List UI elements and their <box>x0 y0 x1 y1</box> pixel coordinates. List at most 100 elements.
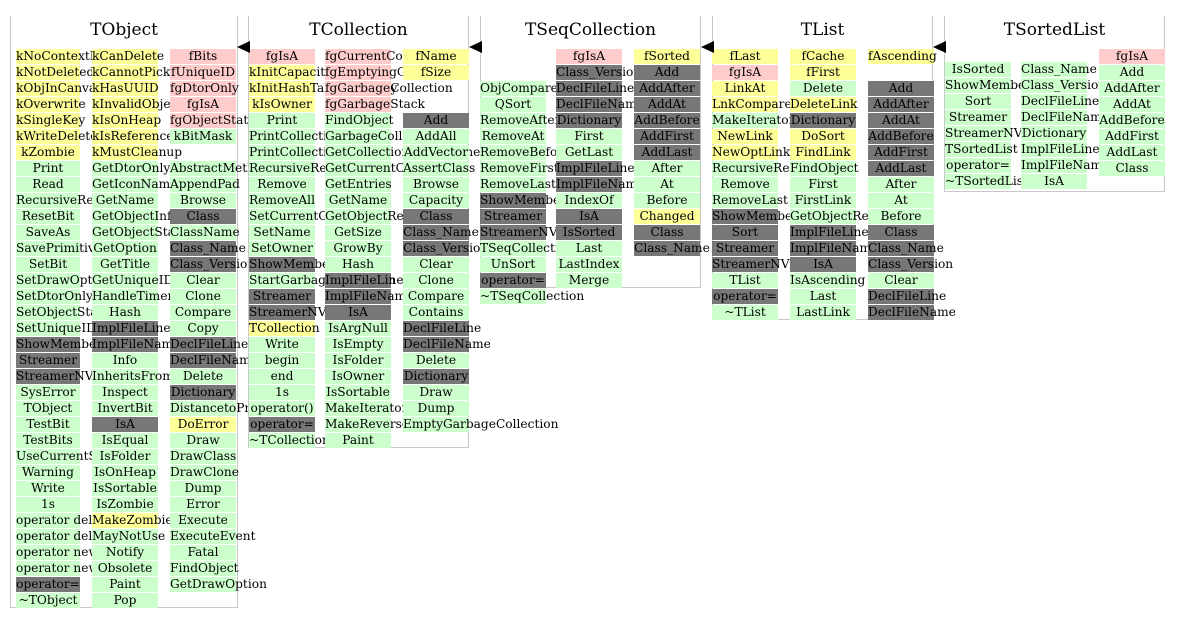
member-browse: Browse <box>403 177 469 192</box>
member-setowner: SetOwner <box>249 241 315 256</box>
member-kwritedelete: kWriteDelete <box>16 129 98 144</box>
inherits-arrow-icon <box>933 41 946 53</box>
member-operator-delete: operator delete <box>16 513 112 528</box>
member-tcollection: ~TCollection <box>249 433 330 448</box>
member-tcollection: TCollection <box>249 321 320 336</box>
member-declfileline: DeclFileLine <box>170 337 249 352</box>
member-implfileline: ImplFileLine <box>790 225 869 240</box>
member-implfileline: ImplFileLine <box>556 161 635 176</box>
member-khasuuid: kHasUUID <box>92 81 159 96</box>
member-usecurrentstyle: UseCurrentStyle <box>16 449 120 464</box>
member-fgisa: fgIsA <box>1099 49 1165 64</box>
member-isascending: IsAscending <box>790 273 866 288</box>
member-addat: AddAt <box>1099 97 1165 112</box>
member-recursiveremove: RecursiveRemove <box>16 193 127 208</box>
member-class-version: Class_Version <box>1021 78 1107 93</box>
member-print: Print <box>16 161 80 176</box>
member-flast: fLast <box>712 49 778 64</box>
member-fgisa: fgIsA <box>556 49 622 64</box>
member-1s: 1s <box>249 385 315 400</box>
member-kcandelete: kCanDelete <box>92 49 165 64</box>
member-testbit: TestBit <box>16 417 80 432</box>
member-syserror: SysError <box>16 385 80 400</box>
member-read: Read <box>16 177 80 192</box>
member-streamer: Streamer <box>249 289 315 304</box>
member-fgcurrentcollection: fgCurrentCollection <box>325 49 449 64</box>
member-notify: Notify <box>92 545 158 560</box>
member-getoption: GetOption <box>92 241 158 256</box>
member-kinithashtablecapacity: kInitHashTableCapacity <box>249 81 397 96</box>
member-pop: Pop <box>92 593 158 608</box>
member-addlast: AddLast <box>634 145 700 160</box>
member-getname: GetName <box>325 193 391 208</box>
member-fgdtoronly: fgDtorOnly <box>170 81 239 96</box>
member-tlist: ~TList <box>712 305 778 320</box>
member-getobjectref: GetObjectRef <box>790 209 874 224</box>
member-getobjectref: GetObjectRef <box>325 209 409 224</box>
member-clone: Clone <box>170 289 236 304</box>
member-setbit: SetBit <box>16 257 80 272</box>
member-declfilename: DeclFileName <box>170 353 258 368</box>
member-qsort: QSort <box>480 97 546 112</box>
member-warning: Warning <box>16 465 80 480</box>
member-remove: Remove <box>712 177 778 192</box>
member-isempty: IsEmpty <box>325 337 391 352</box>
member-indexof: IndexOf <box>556 193 622 208</box>
member-execute: Execute <box>170 513 236 528</box>
member-declfileline: DeclFileLine <box>1021 94 1100 109</box>
member-isfolder: IsFolder <box>92 449 158 464</box>
member-getobjectstat: GetObjectStat <box>92 225 180 240</box>
class-title: TCollection <box>309 20 408 40</box>
member-dump: Dump <box>403 401 469 416</box>
member-addat: AddAt <box>634 97 700 112</box>
member-saveas: SaveAs <box>16 225 80 240</box>
member-showmembers: ShowMembers <box>16 337 109 352</box>
member-fgisa: fgIsA <box>249 49 315 64</box>
member-getname: GetName <box>92 193 158 208</box>
class-title: TSortedList <box>1003 20 1106 40</box>
member-appendpad: AppendPad <box>170 177 240 192</box>
member-delete: Delete <box>403 353 469 368</box>
member-implfileline: ImplFileLine <box>92 321 171 336</box>
member-setdtoronly: SetDtorOnly <box>16 289 93 304</box>
member-class-version: Class_Version <box>868 257 954 272</box>
member-declfilename: DeclFileName <box>1021 110 1109 125</box>
member-newoptlink: NewOptLink <box>712 145 791 160</box>
member-showmembers: ShowMembers <box>712 209 805 224</box>
member-fggarbagecollection: fgGarbageCollection <box>325 81 453 96</box>
member-getobjectinfo: GetObjectInfo <box>92 209 179 224</box>
member-implfileline: ImplFileLine <box>1021 142 1100 157</box>
member-merge: Merge <box>556 273 622 288</box>
member-classname: ClassName <box>170 225 240 240</box>
member-isfolder: IsFolder <box>325 353 391 368</box>
member-emptygarbagecollection: EmptyGarbageCollection <box>403 417 559 432</box>
member-executeevent: ExecuteEvent <box>170 529 256 544</box>
member-operator: operator= <box>249 417 315 432</box>
member-implfilename: ImplFileName <box>92 337 181 352</box>
member-drawclass: DrawClass <box>170 449 237 464</box>
member-declfileline: DeclFileLine <box>556 81 635 96</box>
member-streamernvirtual: StreamerNVirtual <box>16 369 128 384</box>
member-compare: Compare <box>403 289 469 304</box>
member-class: Class <box>170 209 236 224</box>
member-delete: Delete <box>170 369 236 384</box>
member-lastlink: LastLink <box>790 305 856 320</box>
member-class: Class <box>403 209 469 224</box>
member-addafter: AddAfter <box>1099 81 1165 96</box>
class-title: TSeqCollection <box>524 20 657 40</box>
member-dictionary: Dictionary <box>403 369 469 384</box>
member-getsize: GetSize <box>325 225 391 240</box>
inherits-arrow-icon <box>701 41 714 53</box>
member-showmembers: ShowMembers <box>945 78 1038 93</box>
member-findlink: FindLink <box>790 145 856 160</box>
member-class-name: Class_Name <box>403 225 479 240</box>
member-hash: Hash <box>325 257 391 272</box>
member-funiqueid: fUniqueID <box>170 65 236 80</box>
member-last: Last <box>556 241 622 256</box>
member-addbefore: AddBefore <box>1099 113 1165 128</box>
member-clear: Clear <box>170 273 236 288</box>
member-makeiterator: MakeIterator <box>325 401 408 416</box>
member-isargnull: IsArgNull <box>325 321 391 336</box>
member-addafter: AddAfter <box>634 81 700 96</box>
